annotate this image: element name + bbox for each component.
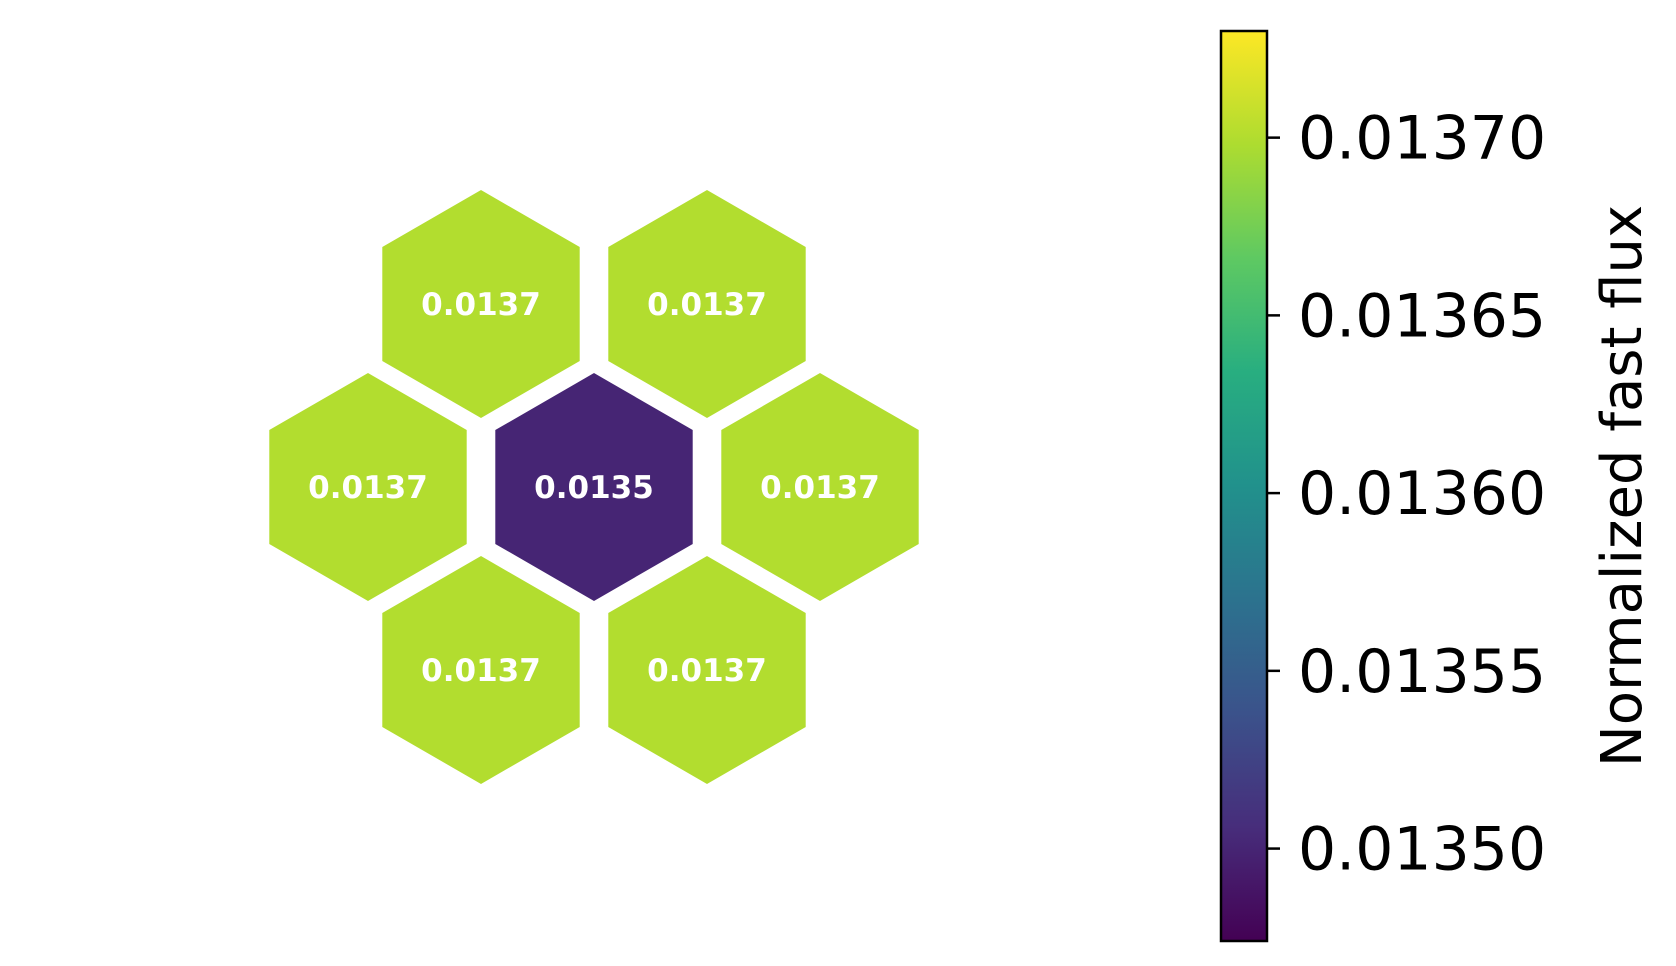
colorbar-tick-label: 0.01370 — [1298, 104, 1546, 174]
colorbar-ticks: 0.01350 0.01355 0.01360 0.01365 0.01370 — [1267, 104, 1546, 885]
hex-grid: 0.0137 0.0137 0.0137 0.0135 0.0137 0.0137 0.01… — [262, 181, 926, 793]
hex-cell-bottom-right — [601, 547, 813, 793]
hex-cell-top-left — [375, 181, 587, 427]
hex-value-label-middle-left: 0.0137 — [308, 470, 428, 506]
colorbar-gradient — [1219, 29, 1269, 943]
hex-value-label-top-left: 0.0137 — [421, 287, 541, 323]
colorbar-tick-label: 0.01360 — [1298, 459, 1546, 529]
hex-value-label-bottom-left: 0.0137 — [421, 653, 541, 689]
colorbar-tick-label: 0.01355 — [1298, 637, 1546, 707]
hex-cell-bottom-left — [375, 547, 587, 793]
colorbar-tick-label: 0.01350 — [1298, 815, 1546, 885]
colorbar-label: Normalized fast flux — [1590, 205, 1655, 767]
hex-value-label-bottom-right: 0.0137 — [647, 653, 767, 689]
hex-cell-middle-left — [262, 364, 474, 610]
hex-value-label-middle-right: 0.0137 — [760, 470, 880, 506]
colorbar: 0.01350 0.01355 0.01360 0.01365 0.01370 Norm… — [1219, 29, 1655, 943]
hex-cell-middle-right — [714, 364, 926, 610]
hex-value-label-center: 0.0135 — [534, 470, 654, 506]
hex-cell-top-right — [601, 181, 813, 427]
hex-cell-center — [488, 364, 700, 610]
hex-value-label-top-right: 0.0137 — [647, 287, 767, 323]
colorbar-tick-label: 0.01365 — [1298, 281, 1546, 351]
